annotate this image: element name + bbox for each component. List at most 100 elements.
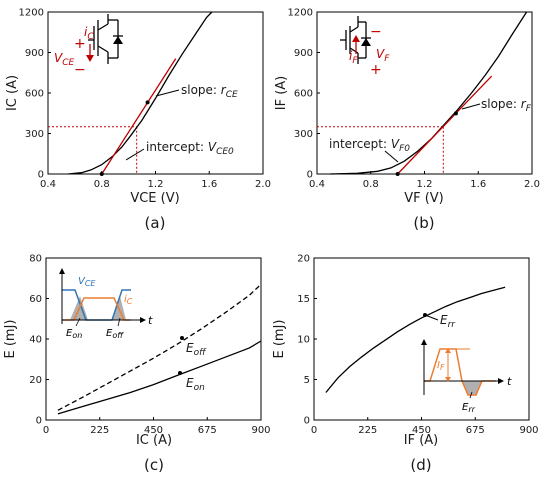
- y-tick-label: 80: [29, 254, 42, 265]
- y-tick-label: 0: [304, 416, 310, 427]
- eoff-inset-label: Eoff: [106, 328, 124, 340]
- x-tick-label: 2.0: [255, 179, 271, 190]
- voltage-symbol-a: VCE: [54, 51, 75, 68]
- y-tick-label: 60: [29, 294, 42, 305]
- if-inset-label: IF: [437, 360, 445, 372]
- caption-a: (a): [145, 214, 166, 232]
- y-tick-label: 0: [38, 170, 44, 181]
- y-tick-label: 300: [294, 129, 313, 140]
- inset-t-label-c: t: [148, 314, 153, 327]
- x-tick-label: 900: [251, 425, 270, 436]
- intercept-label-a: intercept: VCE0: [146, 140, 234, 157]
- tangent-point-a: [145, 100, 150, 105]
- y-tick-label: 300: [25, 129, 44, 140]
- intercept-point-b: [395, 172, 400, 176]
- x-tick-label: 225: [358, 425, 377, 436]
- x-tick-label: 0.4: [309, 179, 325, 190]
- slope-leader-a: [155, 89, 180, 97]
- x-tick-label: 0.8: [363, 179, 379, 190]
- eoff-marker: [180, 336, 184, 340]
- forward-current-arrow-icon: [352, 35, 360, 54]
- intercept-leader-a: [125, 148, 145, 161]
- x-tick-label: 0: [43, 425, 49, 436]
- x-tick-label: 0.4: [40, 179, 56, 190]
- x-tick-label: 900: [519, 425, 538, 436]
- slope-label-a: slope: rCE: [181, 83, 238, 100]
- x-tick-label: 1.6: [470, 179, 486, 190]
- curve-err: [325, 286, 506, 393]
- x-axis-label-d: IF (A): [404, 433, 438, 448]
- y-tick-label: 15: [297, 294, 310, 305]
- x-axis-label-b: VF (V): [404, 191, 444, 206]
- slope-label-b: slope: rF: [481, 97, 532, 114]
- switching-waveform-inset: t VCE iC Eon Eoff: [59, 268, 153, 340]
- y-tick-label: 900: [25, 48, 44, 59]
- y-tick-label: 20: [297, 254, 310, 265]
- intercept-leader-b: [384, 150, 399, 163]
- intercept-point-a: [99, 172, 104, 176]
- panel-d: 0 225 450 675 900 0 5 10 15 20 Err t IF Err IF (A…: [272, 254, 539, 475]
- plus-sign-b: +: [370, 62, 382, 78]
- caption-d: (d): [410, 456, 431, 474]
- x-tick-label: 1.2: [148, 179, 164, 190]
- curve-ic-vce: [68, 11, 213, 175]
- y-tick-label: 0: [307, 170, 313, 181]
- reverse-recovery-inset: t IF Err: [421, 339, 512, 414]
- x-tick-label: 0: [311, 425, 317, 436]
- x-tick-label: 225: [90, 425, 109, 436]
- x-tick-label: 675: [466, 425, 485, 436]
- err-label: Err: [440, 313, 456, 330]
- minus-sign-a: −: [74, 62, 86, 78]
- panel-c: 0 225 450 675 900 0 20 40 60 80 Eoff Eon t VCE iC…: [3, 254, 271, 475]
- y-tick-label: 0: [36, 416, 42, 427]
- y-tick-label: 900: [294, 48, 313, 59]
- y-axis-label-c: E (mJ): [3, 320, 18, 359]
- y-tick-label: 1200: [19, 8, 44, 19]
- minus-sign-b: −: [370, 24, 382, 40]
- y-tick-label: 20: [29, 375, 42, 386]
- tangent-point-b: [453, 111, 458, 116]
- current-arrow-icon: [86, 44, 94, 62]
- eon-label: Eon: [186, 376, 205, 393]
- err-leader: [424, 314, 439, 321]
- current-symbol-b: iF: [349, 49, 358, 66]
- x-tick-label: 450: [412, 425, 431, 436]
- caption-c: (c): [144, 456, 164, 474]
- x-axis-label-a: VCE (V): [130, 191, 179, 206]
- curve-eoff: [57, 283, 262, 411]
- eon-marker: [178, 371, 182, 375]
- ic-label: iC: [124, 294, 133, 306]
- voltage-symbol-b: VF: [376, 47, 390, 64]
- tangent-line-a: [101, 58, 177, 175]
- y-tick-label: 600: [294, 89, 313, 100]
- if-waveform: [424, 348, 496, 396]
- y-axis-label-d: E (mJ): [272, 320, 287, 359]
- plus-sign-a: +: [74, 36, 86, 52]
- slope-leader-b: [461, 103, 481, 110]
- igbt-symbol-icon: [88, 14, 123, 64]
- diode-symbol-icon: [340, 16, 371, 64]
- current-symbol-a: iC: [84, 25, 94, 42]
- x-tick-label: 2.0: [524, 179, 540, 190]
- curve-eon: [57, 340, 262, 415]
- y-tick-label: 5: [304, 375, 310, 386]
- inset-t-label-d: t: [507, 375, 512, 388]
- y-tick-label: 600: [25, 89, 44, 100]
- y-axis-label-a: IC (A): [5, 75, 20, 111]
- eoff-label: Eoff: [186, 341, 207, 358]
- y-tick-label: 1200: [288, 8, 313, 19]
- y-tick-label: 10: [297, 335, 310, 346]
- y-tick-label: 40: [29, 335, 42, 346]
- y-axis-label-b: IF (A): [274, 76, 289, 110]
- x-tick-label: 1.2: [417, 179, 433, 190]
- tangent-line-b: [397, 75, 493, 175]
- x-tick-label: 675: [198, 425, 217, 436]
- plot-area-d: [313, 257, 530, 421]
- err-inset-label: Err: [462, 402, 476, 414]
- x-tick-label: 1.6: [201, 179, 217, 190]
- x-tick-label: 0.8: [94, 179, 110, 190]
- x-axis-label-c: IC (A): [136, 433, 172, 448]
